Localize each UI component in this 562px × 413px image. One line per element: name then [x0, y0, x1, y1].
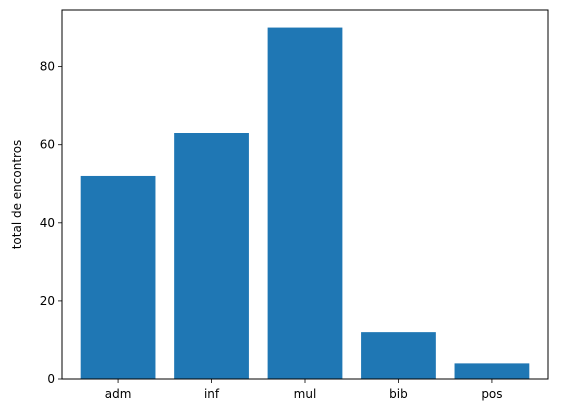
bar-pos — [454, 363, 530, 379]
x-tick-label: pos — [481, 387, 502, 401]
x-tick-label: mul — [294, 387, 317, 401]
x-tick-label: bib — [389, 387, 408, 401]
y-axis-ticks: 0 20 40 60 80 — [40, 60, 62, 386]
x-tick-label: inf — [204, 387, 220, 401]
bars-group — [80, 27, 530, 379]
y-tick-label: 80 — [40, 60, 55, 74]
bar-mul — [267, 27, 343, 379]
x-axis-ticks: adm inf mul bib pos — [105, 379, 503, 401]
bar-adm — [80, 175, 156, 379]
y-tick-label: 40 — [40, 216, 55, 230]
bar-bib — [361, 332, 436, 379]
y-tick-label: 20 — [40, 294, 55, 308]
y-axis-label: total de encontros — [10, 140, 24, 250]
x-tick-label: adm — [105, 387, 132, 401]
plot-frame — [61, 9, 549, 380]
bar-inf — [174, 133, 249, 379]
y-tick-label: 60 — [40, 138, 55, 152]
y-tick-label: 0 — [47, 372, 55, 386]
